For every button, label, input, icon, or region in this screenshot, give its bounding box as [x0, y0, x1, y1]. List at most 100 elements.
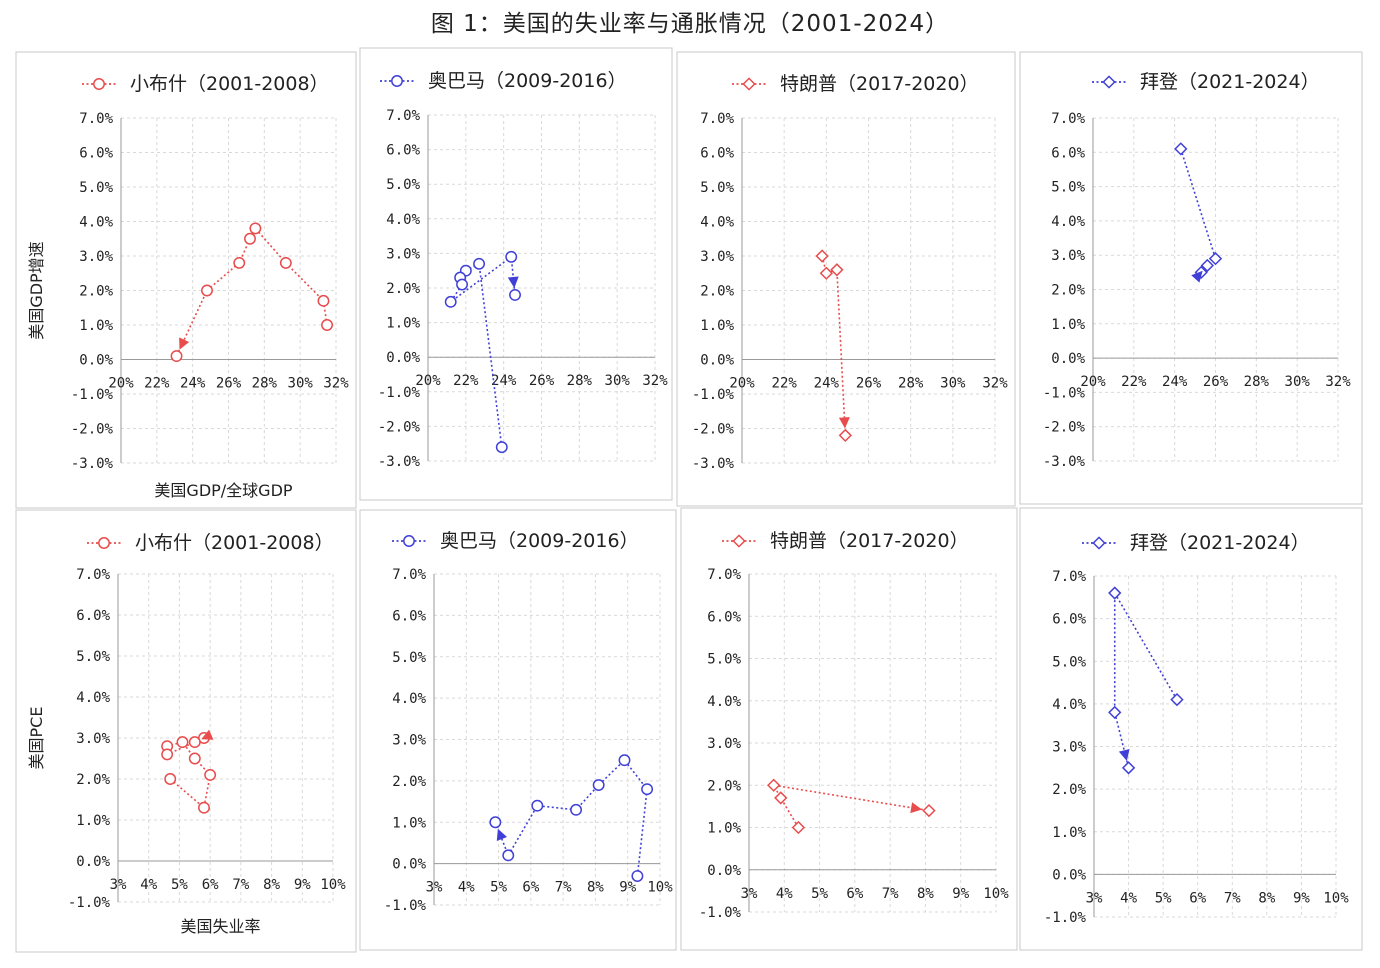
y-tick-label: 5.0%	[1052, 654, 1086, 670]
y-tick-label: 4.0%	[79, 215, 113, 231]
y-tick-label: 5.0%	[700, 180, 734, 196]
x-tick-label: 20%	[415, 373, 441, 389]
y-tick-label: 2.0%	[700, 284, 734, 300]
legend-marker	[93, 78, 105, 90]
y-tick-label: 1.0%	[1052, 825, 1086, 841]
y-tick-label: 2.0%	[386, 281, 420, 297]
x-tick-label: 10%	[320, 877, 346, 893]
x-tick-label: 6%	[1189, 890, 1206, 906]
y-tick-label: 3.0%	[392, 733, 426, 749]
x-tick-label: 4%	[776, 886, 793, 902]
x-tick-label: 22%	[772, 376, 798, 392]
y-tick-label: 7.0%	[1052, 569, 1086, 585]
data-point-3	[204, 768, 217, 781]
y-tick-label: 4.0%	[392, 691, 426, 707]
data-point-2	[819, 266, 833, 280]
y-tick-label: -1.0%	[1044, 910, 1087, 926]
y-tick-label: 7.0%	[76, 567, 110, 583]
panel-frame	[359, 509, 677, 951]
y-tick-label: 7.0%	[386, 108, 420, 124]
data-point-2	[473, 257, 486, 270]
x-tick-label: 5%	[1155, 890, 1172, 906]
x-tick-label: 28%	[898, 376, 924, 392]
series-line	[494, 758, 648, 877]
legend-label: 小布什（2001-2008）	[135, 532, 334, 554]
y-tick-label: 0.0%	[76, 854, 110, 870]
y-tick-label: 5.0%	[76, 649, 110, 665]
data-point-3	[618, 754, 631, 767]
direction-arrow	[179, 337, 190, 350]
x-tick-label: 5%	[490, 880, 507, 896]
data-point-2	[641, 783, 654, 796]
x-tick-label: 20%	[1080, 374, 1106, 390]
data-point-5	[570, 803, 583, 816]
x-tick-label: 9%	[1293, 890, 1310, 906]
legend-marker	[732, 534, 746, 548]
direction-arrow	[507, 276, 519, 288]
x-tick-label: 26%	[1203, 374, 1229, 390]
data-point-7	[502, 849, 515, 862]
data-point-1	[1174, 142, 1188, 156]
x-axis-title: 美国GDP/全球GDP	[154, 481, 292, 500]
x-tick-label: 4%	[140, 877, 157, 893]
x-tick-label: 32%	[323, 376, 349, 392]
y-tick-label: 0.0%	[1052, 867, 1086, 883]
direction-arrow	[1191, 270, 1203, 283]
x-tick-label: 6%	[846, 886, 863, 902]
y-tick-label: -2.0%	[378, 419, 421, 435]
x-tick-label: 26%	[216, 376, 242, 392]
y-tick-label: 4.0%	[700, 215, 734, 231]
panel-frame	[1019, 51, 1363, 505]
y-tick-label: 1.0%	[79, 318, 113, 334]
data-point-5	[176, 736, 189, 749]
y-tick-label: 5.0%	[707, 652, 741, 668]
x-tick-label: 24%	[180, 376, 206, 392]
data-point-4	[1200, 258, 1214, 273]
data-point-1	[1170, 692, 1184, 707]
y-tick-label: 1.0%	[700, 318, 734, 334]
x-axis-title: 美国失业率	[180, 917, 260, 936]
legend-label: 小布什（2001-2008）	[130, 73, 329, 95]
x-tick-label: 9%	[294, 877, 311, 893]
y-tick-label: -3.0%	[1043, 454, 1086, 470]
x-tick-label: 22%	[1121, 374, 1147, 390]
data-point-1	[321, 319, 333, 331]
direction-arrow	[838, 417, 850, 429]
y-tick-label: -2.0%	[71, 422, 114, 438]
data-point-2	[1208, 251, 1223, 266]
direction-arrow	[1118, 749, 1130, 762]
y-tick-label: 6.0%	[1051, 145, 1085, 161]
y-tick-label: 6.0%	[707, 609, 741, 625]
x-tick-label: 24%	[1162, 374, 1188, 390]
y-tick-label: 0.0%	[392, 857, 426, 873]
x-tick-label: 30%	[605, 373, 631, 389]
x-tick-label: 32%	[642, 373, 668, 389]
data-point-2	[774, 791, 788, 805]
chart-panel-8: -1.0% 0.0% 1.0% 2.0% 3.0% 4.0% 5.0% 6.0% 7.0% 3% 4…	[1019, 507, 1363, 951]
x-tick-label: 3%	[426, 880, 443, 896]
y-tick-label: 4.0%	[707, 694, 741, 710]
data-point-3	[830, 263, 844, 277]
data-point-1	[164, 773, 177, 785]
y-tick-label: 0.0%	[700, 353, 734, 369]
x-tick-label: 7%	[1224, 890, 1241, 906]
x-tick-label: 3%	[1086, 890, 1103, 906]
chart-panel-4: -3.0% -2.0% -1.0% 0.0% 1.0% 2.0% 3.0% 4.0% 5.0% 6…	[1019, 51, 1363, 505]
x-tick-label: 32%	[1325, 374, 1351, 390]
series-line	[821, 255, 847, 436]
legend-label: 特朗普（2017-2020）	[770, 530, 969, 552]
x-tick-label: 9%	[952, 886, 969, 902]
x-tick-label: 4%	[1120, 890, 1137, 906]
data-point-5	[244, 232, 256, 245]
legend-marker	[1092, 536, 1106, 550]
x-tick-label: 8%	[917, 886, 934, 902]
direction-arrow	[496, 828, 508, 842]
data-point-4	[188, 752, 201, 765]
direction-arrow	[201, 729, 214, 740]
y-tick-label: 7.0%	[392, 567, 426, 583]
legend-label: 奥巴马（2009-2016）	[440, 530, 639, 552]
y-tick-label: 0.0%	[386, 350, 420, 366]
data-point-1	[495, 441, 508, 454]
x-tick-label: 26%	[529, 373, 555, 389]
